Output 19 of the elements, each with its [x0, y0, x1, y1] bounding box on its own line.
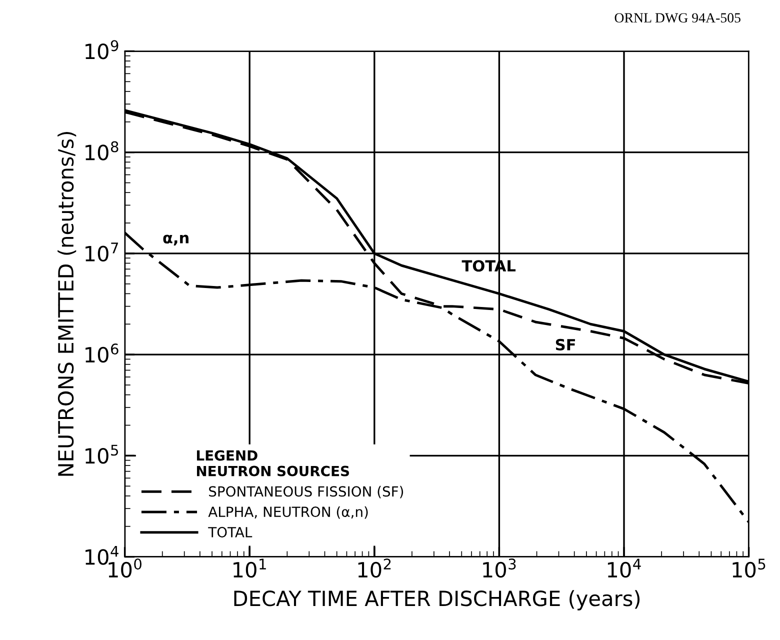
- y-axis-title: NEUTRONS EMITTED (neutrons/s): [58, 132, 76, 476]
- legend-label: TOTAL: [208, 526, 252, 538]
- x-tick-label: 10$^{3}$: [483, 558, 516, 578]
- x-tick-label: 10$^{5}$: [732, 558, 766, 578]
- annotation: α,n: [163, 234, 188, 246]
- y-tick-label: 10$^{7}$: [86, 242, 118, 262]
- y-tick-label: 10$^{5}$: [86, 444, 118, 464]
- annotation: SF: [556, 338, 575, 350]
- y-tick-label: 10$^{6}$: [86, 344, 118, 363]
- legend-title: LEGEND NEUTRON SOURCES: [196, 450, 349, 476]
- y-tick-label: 10$^{8}$: [86, 141, 118, 160]
- legend-label: SPONTANEOUS FISSION (SF): [209, 486, 404, 498]
- x-axis-title: DECAY TIME AFTER DISCHARGE (years): [234, 590, 640, 610]
- legend-label: ALPHA, NEUTRON (α,n): [208, 506, 368, 519]
- x-tick-label: 10$^{4}$: [608, 558, 641, 578]
- x-tick-label: 10$^{1}$: [234, 558, 266, 578]
- y-tick-label: 10$^{9}$: [86, 40, 118, 60]
- x-tick-label: 10$^{2}$: [358, 558, 391, 578]
- text: ORNL DWG 94A-505: [614, 13, 740, 23]
